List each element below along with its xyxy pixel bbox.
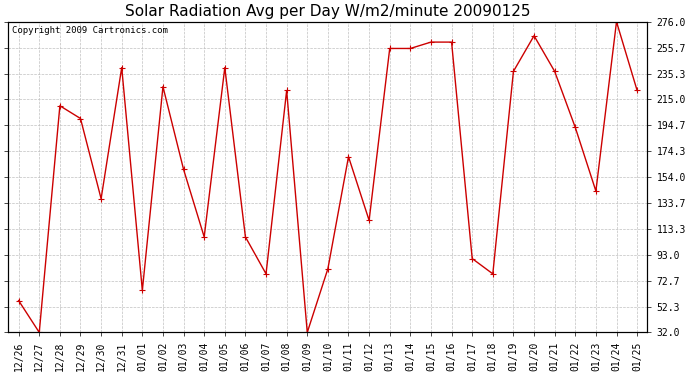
Title: Solar Radiation Avg per Day W/m2/minute 20090125: Solar Radiation Avg per Day W/m2/minute … (125, 4, 531, 19)
Text: Copyright 2009 Cartronics.com: Copyright 2009 Cartronics.com (12, 26, 168, 35)
